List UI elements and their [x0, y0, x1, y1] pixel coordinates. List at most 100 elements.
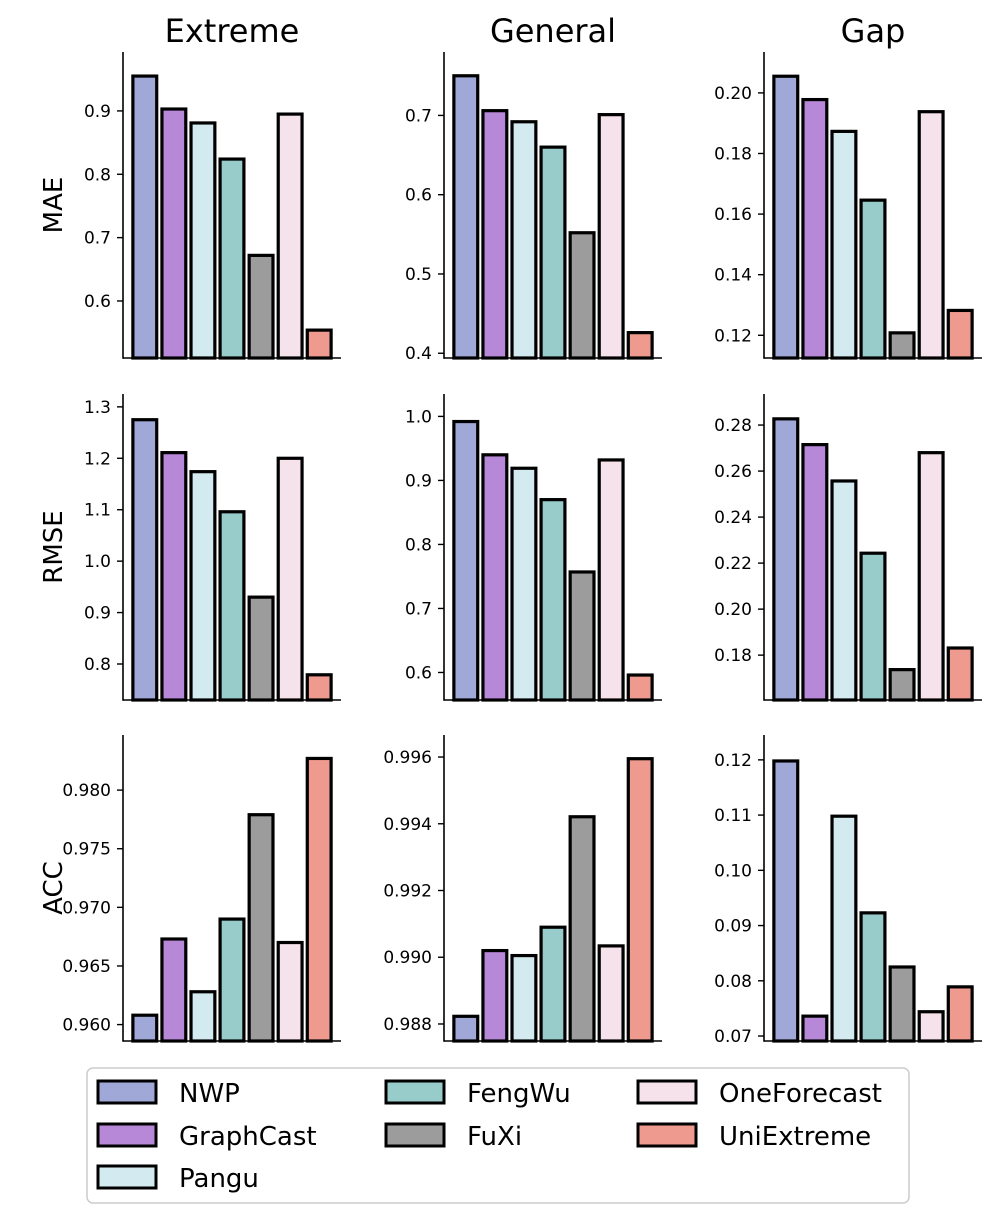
bar-pangu-mae-extreme [189, 121, 217, 360]
bar-graphcast-rmse-gap [801, 443, 829, 702]
legend-label-oneforecast: OneForecast [719, 1079, 882, 1109]
bar-fuxi-rmse-gap [888, 668, 916, 702]
bar-uniextreme-acc-general [626, 757, 654, 1043]
bar-oneforecast-rmse-general [597, 458, 625, 702]
y-tick-label-mae-extreme: 0.9 [84, 102, 111, 122]
y-tick-label-acc-gap: 0.10 [714, 861, 752, 881]
y-tick-label-rmse-gap: 0.20 [714, 600, 752, 620]
y-tick-label-acc-gap: 0.09 [714, 917, 752, 937]
bar-nwp-acc-extreme [131, 1013, 159, 1043]
y-tick-label-mae-gap: 0.20 [714, 84, 752, 104]
y-tick-label-acc-gap: 0.12 [714, 751, 752, 771]
bar-fengwu-acc-gap [859, 911, 887, 1043]
panel-acc-general: 0.988 0.990 0.992 0.994 0.996 [383, 735, 662, 1043]
y-tick-label-rmse-general: 0.7 [405, 599, 432, 619]
legend-swatch-pangu [96, 1164, 158, 1190]
bar-uniextreme-acc-gap [946, 985, 974, 1043]
bar-graphcast-rmse-general [481, 453, 509, 702]
bar-fengwu-mae-gap [859, 198, 887, 360]
y-tick-label-rmse-extreme: 1.1 [84, 501, 111, 521]
y-tick-label-acc-gap: 0.08 [714, 972, 752, 992]
bar-fuxi-acc-extreme [247, 813, 275, 1043]
bar-nwp-rmse-extreme [131, 418, 159, 702]
y-tick-label-mae-extreme: 0.6 [84, 292, 111, 312]
y-tick-label-mae-gap: 0.18 [714, 144, 752, 164]
panel-acc-gap: 0.07 0.08 0.09 0.10 0.11 0.12 [714, 735, 982, 1047]
y-tick-label-rmse-general: 1.0 [405, 407, 432, 427]
bar-fuxi-mae-general [568, 231, 596, 360]
y-tick-label-rmse-gap: 0.24 [714, 508, 752, 528]
bar-uniextreme-mae-extreme [305, 328, 333, 360]
y-tick-label-rmse-extreme: 0.8 [84, 655, 111, 675]
y-tick-label-rmse-extreme: 1.3 [84, 398, 111, 418]
y-tick-label-acc-gap: 0.11 [714, 806, 752, 826]
y-tick-label-acc-extreme: 0.975 [62, 840, 111, 860]
legend-swatch-uniextreme [636, 1122, 698, 1148]
y-tick-label-mae-gap: 0.16 [714, 205, 752, 225]
chart-panels: ExtremeMAE0.60.70.80.9General0.40.50.60.… [39, 12, 982, 1047]
bar-oneforecast-mae-general [597, 113, 625, 360]
bar-pangu-rmse-extreme [189, 470, 217, 702]
y-tick-label-mae-gap: 0.14 [714, 266, 752, 286]
legend-label-nwp: NWP [179, 1079, 240, 1109]
bar-pangu-acc-extreme [189, 990, 217, 1043]
panel-acc-extreme: ACC 0.960 0.965 0.970 0.975 0.980 [39, 735, 341, 1043]
row-label-acc: ACC [39, 861, 69, 915]
y-tick-label-rmse-general: 0.8 [405, 535, 432, 555]
legend-swatch-fengwu [384, 1079, 446, 1105]
bar-fuxi-mae-gap [888, 331, 916, 360]
bar-oneforecast-rmse-gap [917, 451, 945, 702]
bar-pangu-acc-gap [830, 814, 858, 1043]
column-title-extreme: Extreme [165, 12, 300, 50]
y-tick-label-acc-extreme: 0.980 [62, 781, 111, 801]
bar-fengwu-mae-extreme [218, 157, 246, 360]
bar-oneforecast-mae-extreme [276, 112, 304, 360]
bar-nwp-acc-gap [772, 759, 800, 1043]
bar-graphcast-rmse-extreme [160, 451, 188, 702]
row-label-rmse: RMSE [39, 510, 69, 583]
panel-mae-extreme: Extreme MAE 0.6 0.7 0.8 0.9 [39, 12, 341, 360]
y-tick-label-rmse-extreme: 1.2 [84, 449, 111, 469]
legend-label-uniextreme: UniExtreme [719, 1122, 871, 1152]
y-tick-label-rmse-gap: 0.26 [714, 462, 752, 482]
bar-fuxi-mae-extreme [247, 253, 275, 360]
y-tick-label-rmse-gap: 0.28 [714, 416, 752, 436]
bar-uniextreme-rmse-gap [946, 646, 974, 702]
bar-pangu-rmse-gap [830, 479, 858, 702]
bar-nwp-rmse-general [452, 419, 480, 702]
y-tick-label-acc-extreme: 0.965 [62, 957, 111, 977]
bar-pangu-rmse-general [510, 466, 538, 702]
y-tick-label-mae-extreme: 0.7 [84, 229, 111, 249]
bar-graphcast-mae-gap [801, 97, 829, 360]
bar-graphcast-acc-extreme [160, 937, 188, 1043]
y-tick-label-rmse-gap: 0.22 [714, 554, 752, 574]
bar-uniextreme-rmse-extreme [305, 673, 333, 702]
legend-label-fengwu: FengWu [467, 1079, 571, 1109]
y-tick-label-rmse-general: 0.9 [405, 471, 432, 491]
legend-swatch-nwp [96, 1079, 158, 1105]
y-tick-label-rmse-extreme: 1.0 [84, 552, 111, 572]
bar-fengwu-mae-general [539, 145, 567, 360]
panel-rmse-gap: 0.18 0.20 0.22 0.24 0.26 0.28 [714, 394, 982, 702]
bar-nwp-mae-gap [772, 74, 800, 360]
bar-uniextreme-acc-extreme [305, 756, 333, 1043]
y-tick-label-mae-gap: 0.12 [714, 326, 752, 346]
y-tick-label-rmse-gap: 0.18 [714, 646, 752, 666]
bar-nwp-mae-extreme [131, 74, 159, 360]
panel-mae-general: General 0.4 0.5 0.6 0.7 [405, 12, 662, 364]
y-tick-label-acc-general: 0.992 [383, 882, 432, 902]
y-tick-label-acc-gap: 0.07 [714, 1027, 752, 1047]
y-tick-label-acc-extreme: 0.960 [62, 1016, 111, 1036]
bar-uniextreme-rmse-general [626, 673, 654, 702]
bar-nwp-acc-general [452, 1014, 480, 1043]
panel-rmse-extreme: RMSE 0.8 0.9 1.0 1.1 1.2 1.3 [39, 394, 341, 702]
legend-label-pangu: Pangu [179, 1164, 259, 1194]
bar-oneforecast-mae-gap [917, 110, 945, 360]
bar-pangu-acc-general [510, 953, 538, 1043]
bar-nwp-mae-general [452, 74, 480, 360]
y-tick-label-acc-general: 0.994 [383, 815, 432, 835]
bar-pangu-mae-general [510, 120, 538, 360]
bar-fuxi-rmse-general [568, 570, 596, 702]
bar-fengwu-acc-extreme [218, 917, 246, 1043]
